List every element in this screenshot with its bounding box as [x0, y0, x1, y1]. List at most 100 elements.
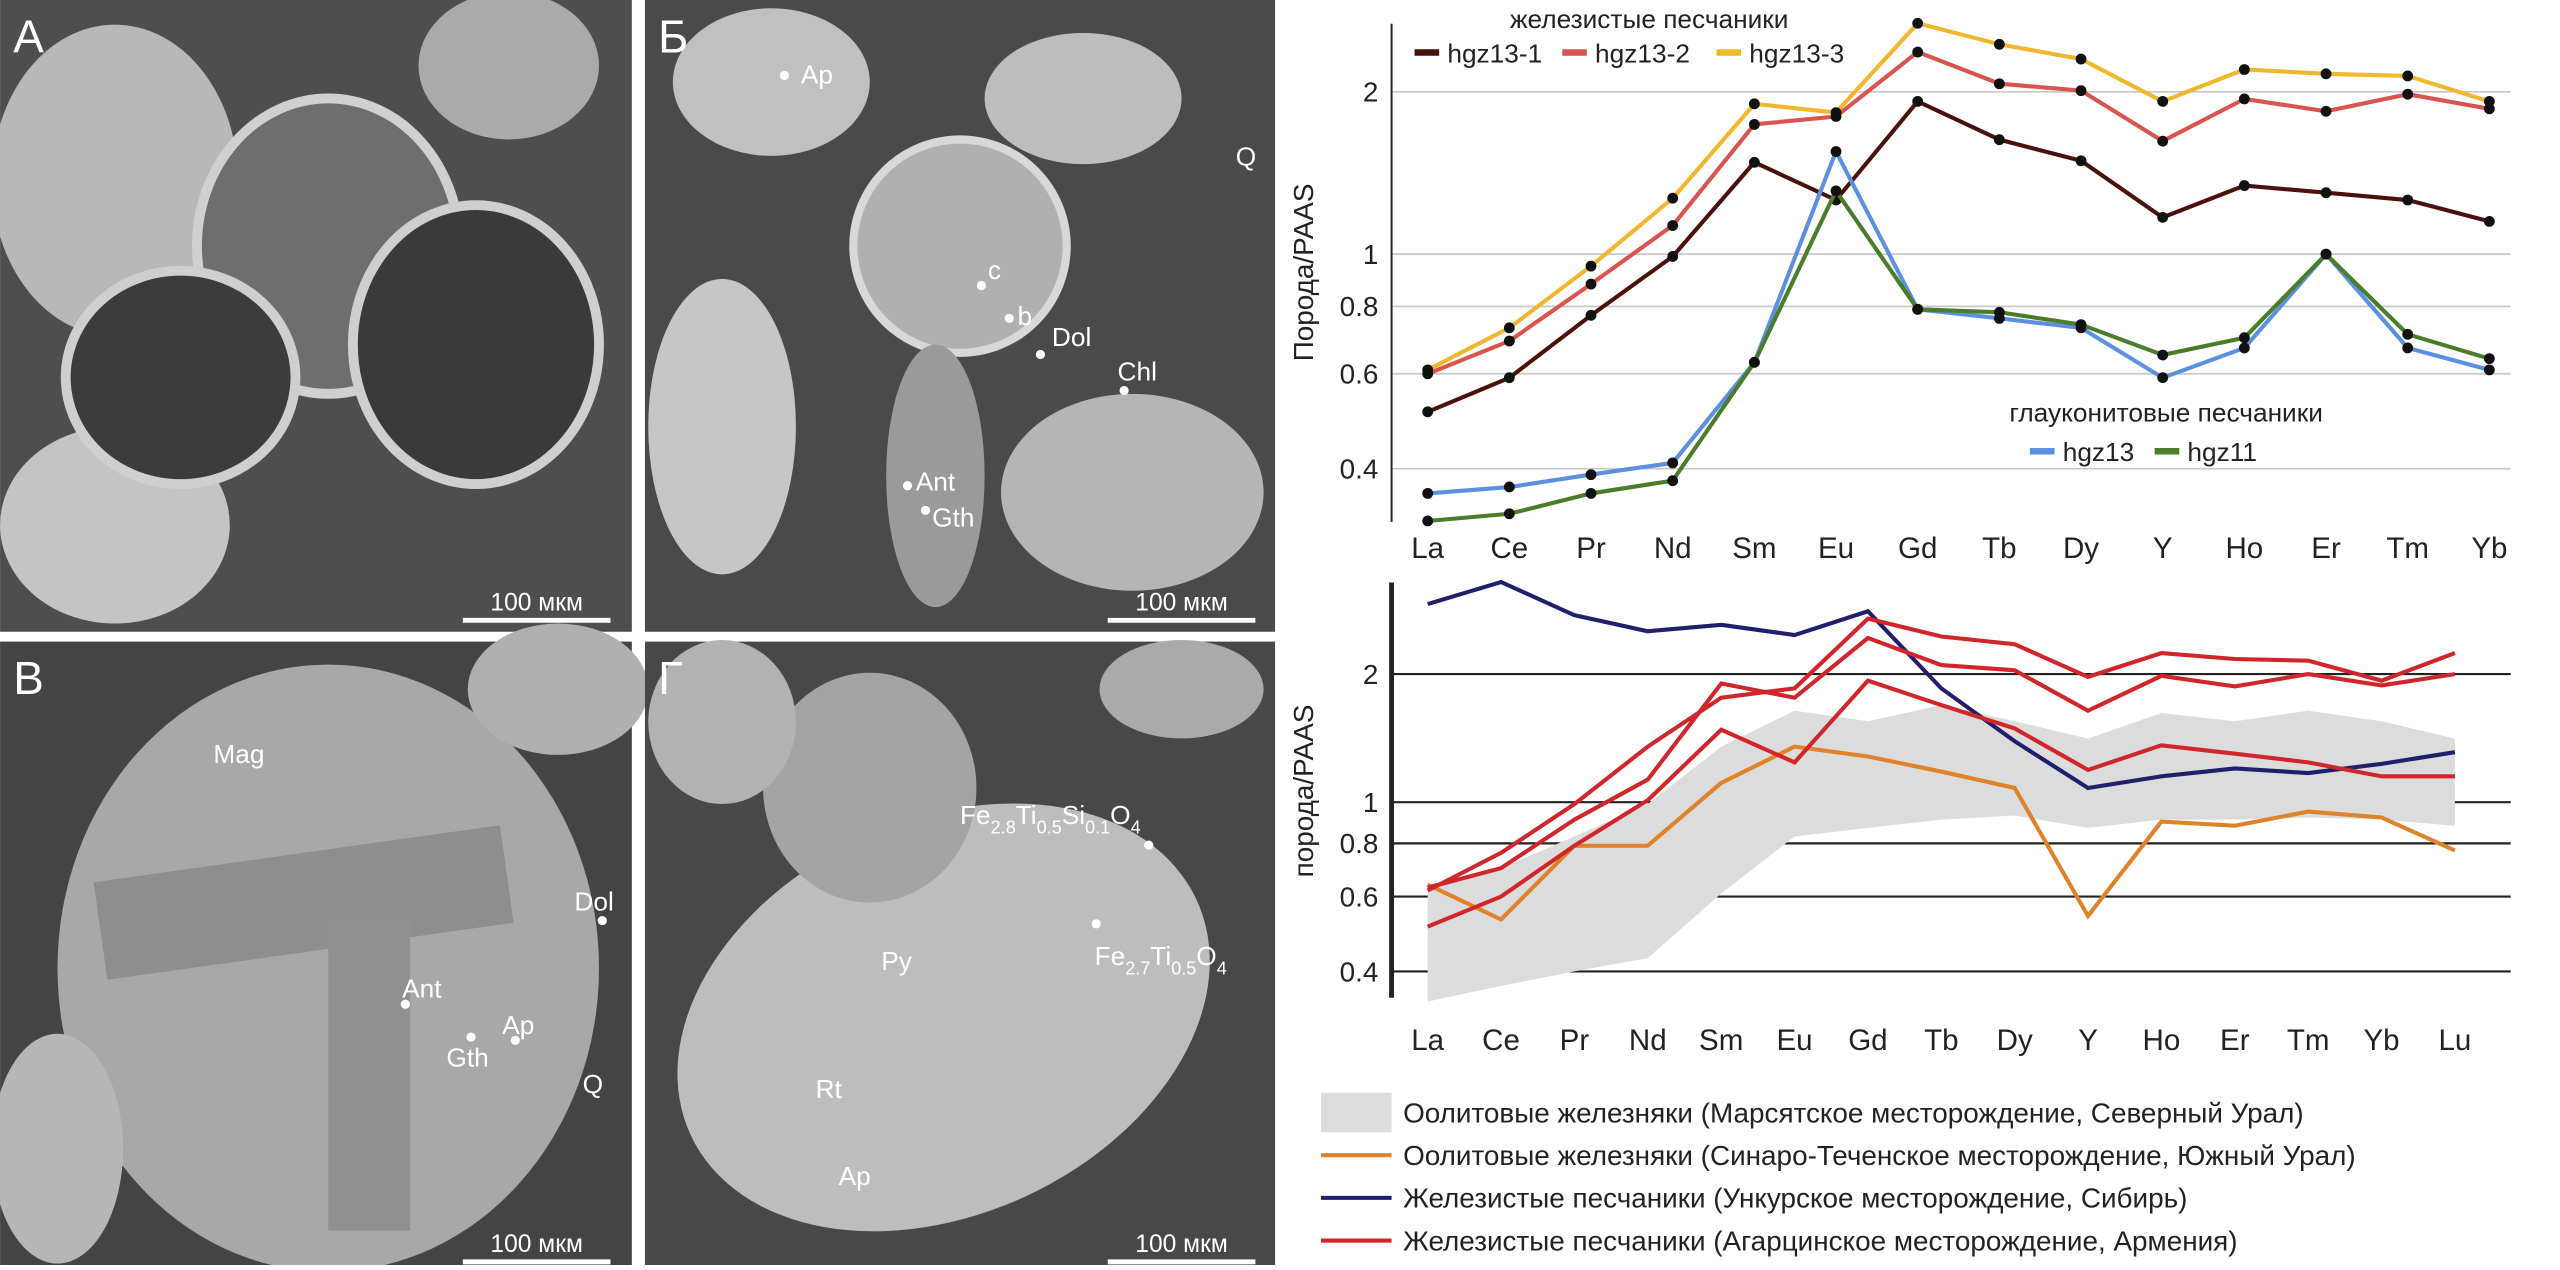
x-tick-label: Nd: [1654, 532, 1692, 565]
x-tick-label: Y: [2078, 1024, 2098, 1057]
legend-label: hgz11: [2187, 437, 2257, 467]
legend-label: Оолитовые железняки (Марсятское месторож…: [1403, 1097, 2304, 1128]
data-point: [2238, 180, 2250, 192]
x-tick-label: Er: [2220, 1024, 2250, 1057]
legend-title: железистые песчаники: [1510, 4, 1788, 34]
mineral-label: Ap: [801, 60, 833, 90]
data-point: [1830, 185, 1842, 197]
grain: [886, 344, 985, 608]
y-axis-label: порода/PAAS: [1288, 705, 1319, 878]
data-line: [1426, 678, 2455, 929]
x-tick-label: Yb: [2471, 532, 2507, 565]
data-line: [1426, 744, 2456, 922]
grain: [648, 639, 796, 805]
formula-subscript: 0.5: [1037, 818, 1062, 838]
point-marker: [976, 280, 986, 291]
data-point: [2320, 187, 2332, 199]
data-point: [1585, 487, 1597, 499]
y-tick-label: 2: [1363, 77, 1379, 108]
y-tick-label: 1: [1363, 239, 1379, 270]
x-tick-label: Tm: [2287, 1024, 2330, 1057]
data-point: [2075, 319, 2087, 331]
data-line: [1427, 146, 2490, 496]
grain: [763, 672, 977, 903]
legend-swatch: [1321, 1092, 1392, 1133]
legend-title: глауконитовые песчаники: [2009, 398, 2323, 428]
x-tick-label: La: [1411, 532, 1444, 565]
data-point: [1585, 469, 1597, 481]
mineral-label: b: [1017, 301, 1032, 331]
data-point: [1585, 260, 1597, 272]
data-point: [1503, 372, 1515, 384]
data-line: [1427, 186, 2490, 524]
x-tick-label: Gd: [1848, 1024, 1887, 1057]
data-point: [2402, 342, 2414, 354]
y-tick-label: 0.8: [1340, 291, 1379, 322]
x-tick-label: Ho: [2143, 1024, 2181, 1057]
data-point: [2402, 70, 2414, 82]
grain: [0, 1033, 124, 1264]
data-point: [1667, 251, 1679, 262]
data-line: [1427, 579, 2456, 791]
formula-element: Fe: [960, 800, 991, 830]
data-point: [1585, 309, 1597, 321]
point-marker: [510, 1035, 520, 1045]
grain: [1001, 393, 1264, 591]
point-marker: [1144, 840, 1154, 850]
data-point: [1503, 335, 1515, 347]
data-line: [1426, 49, 2490, 376]
data-point: [1748, 98, 1760, 110]
data-point: [2157, 211, 2169, 223]
x-tick-label: Ce: [1482, 1024, 1520, 1057]
point-marker: [1091, 919, 1101, 929]
x-tick-label: Sm: [1732, 532, 1776, 565]
mineral-label: Ant: [916, 467, 956, 497]
data-point: [2402, 328, 2414, 340]
data-point: [2238, 332, 2250, 344]
x-tick-label: Gd: [1898, 532, 1937, 565]
mineral-label: Dol: [574, 887, 613, 917]
data-point: [1912, 303, 1924, 315]
x-tick-label: Tm: [2386, 532, 2429, 565]
point-marker: [400, 999, 410, 1009]
data-point: [1993, 306, 2005, 318]
data-point: [1503, 322, 1515, 334]
data-point: [2157, 95, 2169, 107]
legend-label: hgz13-1: [1447, 38, 1542, 68]
data-point: [1912, 17, 1924, 29]
data-point: [1912, 46, 1924, 58]
formula-element: O: [1196, 941, 1216, 971]
data-point: [2402, 88, 2414, 100]
micrographs: [0, 0, 1276, 1270]
data-point: [1585, 278, 1597, 290]
data-point: [1667, 220, 1679, 231]
scale-label: 100 мкм: [1135, 1231, 1228, 1258]
data-point: [1422, 406, 1434, 418]
point-marker: [1035, 349, 1046, 360]
mineral-label: Chl: [1118, 357, 1157, 387]
x-tick-label: Sm: [1699, 1024, 1743, 1057]
x-tick-label: Eu: [1818, 532, 1854, 565]
panel-letter: Б: [658, 11, 688, 63]
formula-element: Ti: [1150, 941, 1171, 971]
data-point: [2238, 342, 2250, 354]
data-point: [2320, 105, 2332, 117]
data-point: [2483, 103, 2495, 115]
data-point: [1748, 356, 1760, 368]
formula-element: Ti: [1016, 800, 1037, 830]
data-line: [1426, 616, 2456, 893]
grain: [677, 803, 1210, 1232]
scale-label: 100 мкм: [1135, 589, 1228, 616]
x-tick-label: Dy: [2063, 532, 2099, 565]
x-tick-label: Yb: [2363, 1024, 2399, 1057]
point-marker: [1119, 385, 1129, 396]
data-line: [1427, 635, 2456, 890]
crystal: [93, 825, 514, 980]
y-tick-label: 0.4: [1340, 454, 1379, 485]
mineral-label: Py: [881, 946, 913, 976]
data-point: [2157, 372, 2169, 384]
grain: [60, 265, 301, 489]
data-point: [2238, 64, 2250, 75]
x-tick-label: Lu: [2438, 1024, 2471, 1057]
